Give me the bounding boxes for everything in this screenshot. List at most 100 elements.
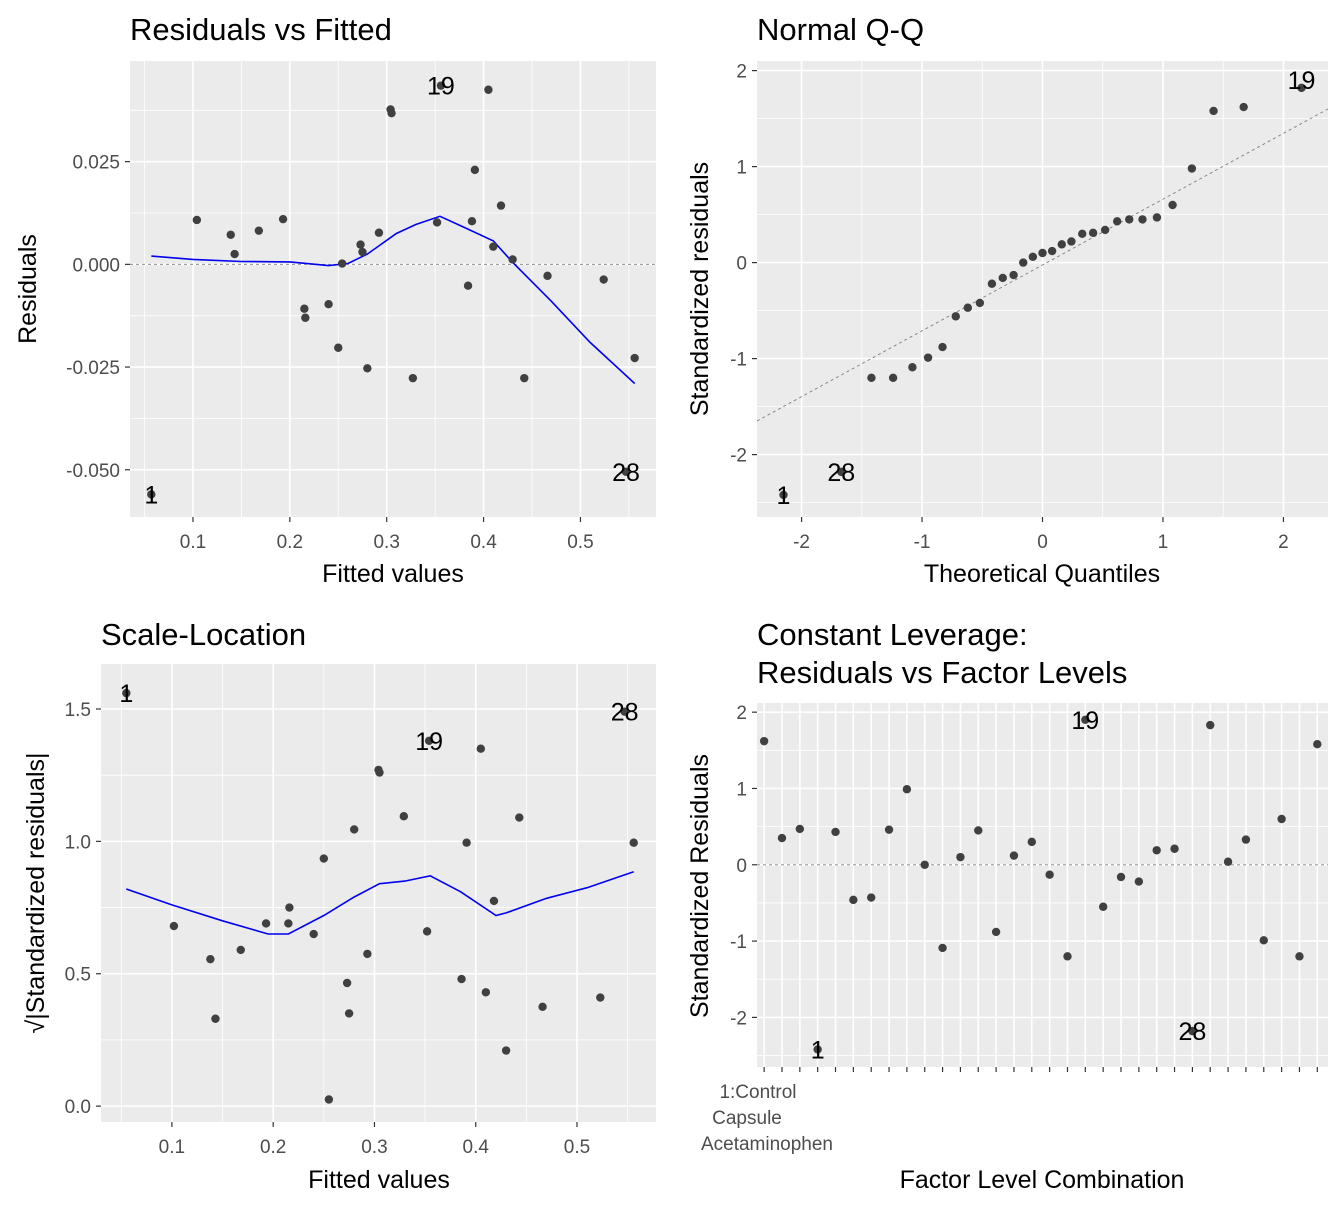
y-axis-ticks: -0.050 -0.025 0.000 0.025 (66, 153, 130, 482)
data-point (1297, 83, 1306, 93)
data-point (1170, 844, 1179, 853)
data-point (998, 273, 1007, 283)
data-point (813, 1045, 822, 1054)
data-point (261, 919, 271, 928)
data-point (1187, 164, 1197, 173)
data-point (1057, 240, 1066, 249)
panel-title: Constant Leverage: (757, 617, 1028, 652)
data-point (849, 895, 858, 905)
data-point (1067, 237, 1076, 246)
point-label: 1 (144, 481, 158, 509)
data-point (1259, 936, 1268, 945)
data-point (300, 304, 309, 313)
x-tick-label: 0.1 (180, 532, 206, 553)
data-point (1188, 1026, 1197, 1036)
data-point (1295, 952, 1304, 961)
x-tick-label: 0.4 (463, 1137, 490, 1158)
qq-reference-line (756, 108, 1329, 422)
data-point (470, 165, 480, 175)
y-tick-label: -2 (730, 446, 747, 467)
data-point (1125, 215, 1134, 224)
data-point (484, 85, 493, 94)
data-point (301, 313, 310, 322)
x-tick-label: 0.3 (373, 532, 399, 553)
data-point (759, 736, 769, 746)
y-axis-label: Residuals (14, 234, 42, 344)
point-labels: 1 28 19 (777, 67, 1316, 510)
data-point (1206, 720, 1215, 730)
data-point (1019, 258, 1028, 267)
data-point (337, 259, 347, 268)
x-axis-ticks: 0.1 0.2 0.3 0.4 0.5 (180, 517, 594, 553)
data-point (599, 275, 608, 284)
data-point (1313, 740, 1322, 749)
data-point (236, 945, 245, 955)
y-axis-ticks: -2 -1 0 1 2 (730, 703, 757, 1029)
data-point (938, 342, 947, 352)
data-point (1277, 814, 1286, 824)
x-axis-label: Theoretical Quantiles (924, 560, 1160, 588)
y-tick-label: -0.050 (66, 461, 120, 482)
plot-area (130, 61, 656, 517)
data-point (254, 226, 264, 235)
x-tick-label: 0.2 (260, 1137, 286, 1158)
factor-level-label: Capsule (712, 1108, 782, 1129)
data-point (867, 373, 876, 382)
data-point (596, 993, 605, 1002)
y-tick-label: 0.0 (65, 1097, 91, 1118)
point-label: 28 (827, 459, 855, 487)
data-point (169, 921, 179, 931)
data-point (462, 838, 471, 847)
data-point (476, 744, 485, 753)
data-points (147, 81, 639, 499)
data-point (436, 81, 446, 90)
panel-title: Residuals vs Fitted (130, 12, 392, 47)
data-point (424, 736, 434, 745)
data-point (463, 281, 473, 290)
x-axis-label: Fitted values (308, 1166, 450, 1194)
data-point (399, 812, 409, 821)
point-label: 19 (427, 73, 455, 101)
x-axis-label: Factor Level Combination (900, 1166, 1185, 1194)
data-point (309, 929, 318, 939)
y-axis-label: Standardized Residuals (686, 754, 714, 1018)
data-point (496, 201, 506, 210)
data-point (192, 215, 202, 225)
data-point (975, 298, 985, 308)
data-point (344, 1009, 354, 1018)
y-tick-label: 1.0 (65, 832, 91, 853)
data-point (920, 860, 929, 869)
data-point (991, 927, 1001, 937)
data-point (508, 255, 517, 264)
y-tick-label: -2 (730, 1008, 747, 1029)
data-point (956, 852, 965, 862)
x-tick-label: 0.4 (470, 532, 497, 553)
data-point (538, 1002, 547, 1012)
data-point (620, 707, 629, 716)
data-point (908, 363, 917, 372)
data-point (356, 240, 365, 249)
data-point (284, 919, 293, 928)
smoother-line (126, 871, 634, 935)
data-point (324, 1095, 334, 1104)
data-point (1223, 857, 1233, 866)
data-point (621, 467, 631, 477)
x-axis-ticks: -2 -1 0 1 2 (793, 517, 1289, 553)
data-point (122, 688, 131, 698)
data-point (349, 825, 359, 834)
data-point (334, 343, 343, 352)
y-axis-label: √|Standardized residuals| (22, 752, 50, 1033)
gridlines (130, 61, 656, 517)
data-point (1038, 248, 1047, 258)
plot-area (101, 664, 656, 1122)
data-point (1063, 952, 1072, 961)
data-point (342, 978, 352, 988)
data-point (422, 927, 432, 936)
y-tick-label: -0.025 (66, 358, 120, 379)
data-point (963, 303, 973, 312)
y-tick-label: 0.025 (72, 153, 120, 174)
data-point (1134, 877, 1144, 886)
data-point (387, 108, 396, 118)
panel-title: Normal Q-Q (757, 12, 924, 47)
